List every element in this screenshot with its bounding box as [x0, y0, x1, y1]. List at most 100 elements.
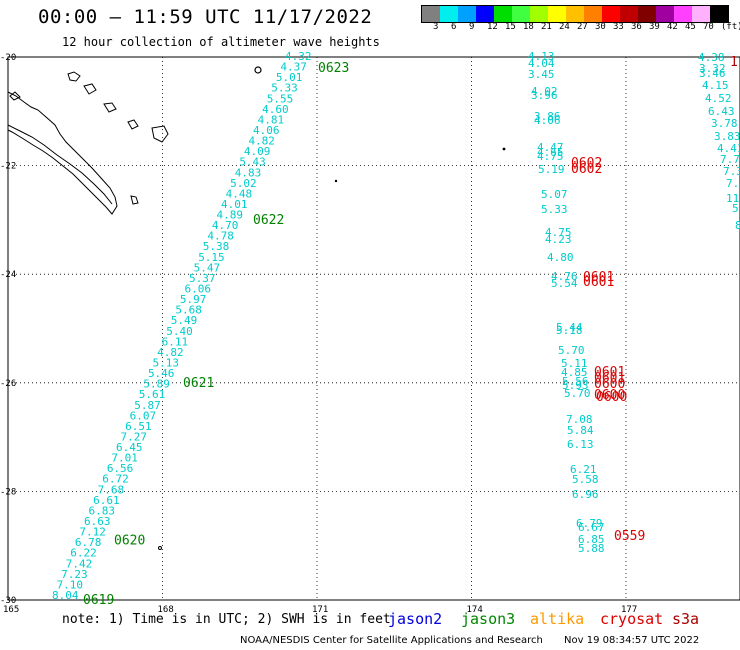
lon-tick-label: 177 [621, 605, 637, 615]
time-label: 0559 [614, 529, 645, 544]
legend-swatch [710, 6, 728, 22]
swh-value: 4.89 [216, 209, 243, 222]
swh-value: 7.3 [723, 165, 740, 178]
swh-value: 5.49 [171, 314, 198, 327]
legend-label: 15 [505, 22, 516, 32]
satellite-label: jason2 [388, 610, 443, 628]
legend-swatch [512, 6, 530, 22]
swh-value: 5.70 [564, 387, 591, 400]
swh-value: 5.18 [556, 324, 583, 337]
time-label: 0623 [318, 61, 349, 76]
swh-value: 6.11 [162, 335, 189, 348]
swh-value: 6.63 [84, 515, 111, 528]
swh-value: 5.33 [271, 82, 298, 95]
time-label: 0601 [594, 371, 625, 386]
time-label: 0602 [571, 162, 602, 177]
swh-value: 4.78 [207, 230, 234, 243]
time-label: 0600 [596, 390, 627, 405]
swh-value: 6.13 [567, 438, 594, 451]
swh-value: 7.42 [66, 557, 93, 570]
footer-note: note: 1) Time is in UTC; 2) SWH is in fe… [62, 612, 391, 627]
time-label: 0622 [253, 213, 284, 228]
swh-value: 4.23 [545, 233, 572, 246]
legend-label: 36 [631, 22, 642, 32]
satellite-label: jason3 [461, 610, 516, 628]
time-label: 0621 [183, 376, 214, 391]
swh-value: 6.21 [570, 463, 597, 476]
swh-value: 4.41 [717, 142, 740, 155]
island [158, 546, 162, 550]
coastline [127, 119, 139, 130]
legend-label: 45 [685, 22, 696, 32]
swh-value: 4.75 [545, 226, 572, 239]
swh-value: 6.56 [107, 462, 134, 475]
legend-swatch [620, 6, 638, 22]
legend-swatch [656, 6, 674, 22]
lat-tick-label: -30 [0, 596, 16, 606]
time-label: 0620 [114, 533, 145, 548]
swh-value: 5.58 [572, 473, 599, 486]
legend-swatch [458, 6, 476, 22]
legend-label: 18 [523, 22, 534, 32]
swh-value: 4.81 [258, 113, 285, 126]
coastline [67, 71, 81, 82]
legend-label: 12 [487, 22, 498, 32]
legend-swatch [476, 6, 494, 22]
island [254, 66, 262, 74]
color-scale-legend [421, 5, 729, 23]
legend-label: 27 [577, 22, 588, 32]
swh-value: 5.93 [562, 379, 589, 392]
swh-value: 7.68 [98, 483, 125, 496]
swh-value: 6.61 [93, 494, 120, 507]
swh-value: 7.27 [121, 430, 148, 443]
swh-value: 3.32 [699, 62, 726, 75]
swh-value: 4.37 [280, 61, 307, 74]
swh-value: 4.09 [244, 145, 271, 158]
legend-label: 42 [667, 22, 678, 32]
swh-value: 4.38 [698, 51, 725, 64]
swh-value: 4.82 [157, 346, 184, 359]
legend-swatch [530, 6, 548, 22]
swh-value: 4.85 [561, 366, 588, 379]
credit-line: NOAA/NESDIS Center for Satellite Applica… [240, 635, 699, 646]
swh-value: 5.55 [267, 92, 294, 105]
swh-value: 7.10 [57, 578, 84, 591]
swh-value: 4.13 [528, 50, 555, 63]
swh-value: 3.78 [711, 117, 738, 130]
legend-swatch [692, 6, 710, 22]
swh-value: 5.56 [562, 375, 589, 388]
time-label: 0619 [83, 593, 114, 608]
swh-value: 7.8 [726, 177, 740, 190]
swh-value: 5.54 [551, 277, 578, 290]
page-title: 00:00 — 11:59 UTC 11/17/2022 [38, 6, 373, 28]
swh-value: 4.75 [537, 150, 564, 163]
legend-label: (ft) [721, 22, 740, 32]
time-label: 0602 [571, 156, 602, 171]
swh-value: 7.12 [79, 526, 106, 539]
time-label: 0600 [594, 377, 625, 392]
legend-label: 21 [541, 22, 552, 32]
legend-label: 70 [703, 22, 714, 32]
swh-value: 3.45 [528, 68, 555, 81]
satellite-label: altika [530, 610, 585, 628]
swh-value: 3.83 [714, 130, 740, 143]
page-subtitle: 12 hour collection of altimeter wave hei… [62, 35, 380, 49]
legend-label: 39 [649, 22, 660, 32]
swh-value: 4.65 [537, 146, 564, 159]
swh-value: 5.07 [541, 188, 568, 201]
swh-value: 5.47 [194, 261, 221, 274]
swh-value: 7.23 [61, 568, 87, 581]
swh-value: 5.68 [175, 304, 202, 317]
satellite-label: s3a [672, 610, 700, 628]
swh-value: 5.11 [561, 357, 588, 370]
lat-tick-label: -24 [0, 270, 16, 280]
lon-tick-label: 174 [467, 605, 483, 615]
legend-swatch [566, 6, 584, 22]
lat-tick-label: -28 [0, 487, 16, 497]
swh-value: 6.83 [89, 504, 116, 517]
swh-value: 6.79 [576, 517, 603, 530]
swh-value: 5.02 [230, 177, 256, 190]
swh-value: 6.22 [70, 547, 97, 560]
swh-value: 5.43 [239, 156, 266, 169]
